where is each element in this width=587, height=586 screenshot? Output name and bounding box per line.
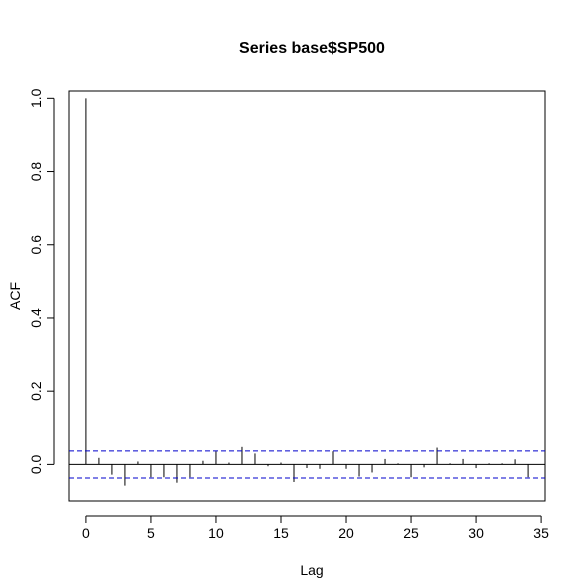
- x-tick-label: 25: [403, 525, 419, 541]
- x-tick-label: 15: [273, 525, 289, 541]
- plot-frame: [68, 90, 546, 502]
- y-tick-label: 0.4: [28, 308, 44, 328]
- confidence-bounds: [69, 450, 545, 479]
- y-tick-label: 0.0: [28, 454, 44, 474]
- y-axis-label: ACF: [7, 282, 23, 310]
- chart-title: Series base$SP500: [239, 40, 385, 57]
- y-axis: 0.0 0.2 0.4 0.6 0.8 1.0: [28, 88, 55, 474]
- x-tick-label: 20: [338, 525, 354, 541]
- x-axis: 0 5 10 15 20 25 30 35: [82, 515, 549, 541]
- y-tick-label: 0.6: [28, 235, 44, 255]
- x-tick-label: 35: [533, 525, 549, 541]
- acf-series: [69, 98, 545, 486]
- x-tick-label: 30: [468, 525, 484, 541]
- x-tick-label: 5: [147, 525, 155, 541]
- x-tick-label: 10: [208, 525, 224, 541]
- y-tick-label: 0.2: [28, 381, 44, 401]
- y-tick-label: 0.8: [28, 162, 44, 182]
- x-axis-label: Lag: [300, 562, 323, 578]
- y-tick-label: 1.0: [28, 88, 44, 108]
- x-tick-label: 0: [82, 525, 90, 541]
